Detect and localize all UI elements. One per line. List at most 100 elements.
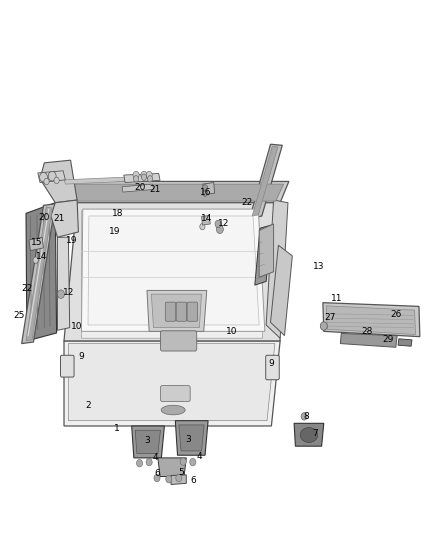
Text: 27: 27 (325, 312, 336, 321)
Polygon shape (29, 237, 43, 251)
Polygon shape (179, 425, 204, 451)
Circle shape (215, 220, 221, 228)
Text: 22: 22 (21, 284, 32, 293)
Circle shape (134, 175, 139, 182)
Circle shape (190, 458, 196, 466)
Text: 14: 14 (201, 214, 212, 223)
Polygon shape (171, 475, 186, 484)
Circle shape (301, 413, 307, 420)
Polygon shape (266, 200, 288, 338)
Polygon shape (201, 215, 210, 225)
Polygon shape (151, 294, 201, 328)
Text: 12: 12 (218, 220, 229, 229)
Circle shape (44, 178, 49, 184)
Polygon shape (135, 430, 160, 454)
Text: 6: 6 (154, 470, 160, 478)
Polygon shape (323, 303, 420, 337)
FancyBboxPatch shape (187, 302, 198, 321)
Text: 21: 21 (149, 185, 160, 194)
Polygon shape (259, 224, 274, 277)
Text: 6: 6 (190, 476, 196, 484)
FancyBboxPatch shape (176, 302, 187, 321)
Text: 10: 10 (71, 321, 83, 330)
Circle shape (202, 184, 208, 191)
Polygon shape (340, 334, 397, 348)
Circle shape (166, 475, 172, 483)
Circle shape (137, 459, 143, 467)
Circle shape (200, 223, 205, 230)
Circle shape (146, 171, 152, 179)
Polygon shape (326, 306, 416, 335)
Circle shape (154, 474, 160, 482)
Polygon shape (57, 237, 70, 330)
Polygon shape (68, 344, 275, 421)
FancyBboxPatch shape (160, 331, 197, 351)
Polygon shape (26, 203, 57, 341)
Circle shape (39, 172, 47, 182)
Text: 8: 8 (304, 412, 309, 421)
Polygon shape (64, 200, 280, 341)
Polygon shape (255, 225, 272, 285)
Text: 3: 3 (186, 435, 191, 444)
Text: 19: 19 (66, 237, 78, 246)
Polygon shape (64, 177, 125, 184)
Circle shape (57, 290, 64, 298)
Text: 2: 2 (85, 401, 91, 410)
Polygon shape (55, 181, 289, 203)
Text: 13: 13 (313, 262, 324, 271)
Text: 9: 9 (78, 352, 85, 361)
Circle shape (141, 171, 147, 179)
Text: 12: 12 (63, 287, 74, 296)
Polygon shape (124, 173, 160, 182)
FancyBboxPatch shape (165, 302, 176, 321)
Circle shape (33, 257, 38, 263)
Circle shape (202, 190, 208, 196)
Polygon shape (51, 200, 78, 237)
Polygon shape (203, 182, 215, 195)
Text: 29: 29 (383, 335, 394, 344)
Polygon shape (64, 341, 280, 426)
Polygon shape (81, 209, 265, 332)
Polygon shape (88, 216, 259, 325)
Polygon shape (398, 339, 412, 346)
Polygon shape (252, 147, 278, 216)
Circle shape (141, 174, 147, 180)
Text: 1: 1 (113, 424, 119, 433)
Ellipse shape (161, 405, 185, 415)
Text: 4: 4 (153, 454, 159, 463)
FancyBboxPatch shape (266, 356, 279, 379)
Text: 9: 9 (268, 359, 274, 368)
Polygon shape (250, 144, 283, 219)
Text: 4: 4 (197, 453, 202, 462)
Text: 5: 5 (178, 469, 184, 477)
Text: 3: 3 (144, 437, 150, 446)
Circle shape (148, 175, 152, 182)
Ellipse shape (300, 427, 318, 442)
Polygon shape (122, 184, 153, 192)
FancyBboxPatch shape (60, 356, 74, 377)
Circle shape (320, 322, 327, 330)
Circle shape (133, 171, 139, 179)
Polygon shape (38, 171, 65, 182)
Text: 22: 22 (242, 198, 253, 207)
FancyBboxPatch shape (160, 385, 190, 401)
Text: 7: 7 (312, 430, 318, 439)
Circle shape (176, 474, 182, 482)
Polygon shape (26, 207, 52, 341)
Polygon shape (175, 421, 208, 455)
Polygon shape (40, 160, 77, 203)
Polygon shape (81, 211, 263, 338)
Text: 26: 26 (390, 310, 402, 319)
Text: 20: 20 (39, 213, 50, 222)
Polygon shape (158, 458, 186, 477)
Text: 20: 20 (135, 183, 146, 192)
Polygon shape (294, 423, 324, 446)
Text: 18: 18 (112, 209, 124, 218)
Circle shape (180, 458, 186, 465)
Text: 16: 16 (200, 188, 212, 197)
Text: 11: 11 (331, 294, 343, 303)
Circle shape (48, 171, 56, 181)
Circle shape (54, 177, 59, 183)
Polygon shape (147, 290, 207, 332)
Text: 14: 14 (35, 253, 47, 261)
